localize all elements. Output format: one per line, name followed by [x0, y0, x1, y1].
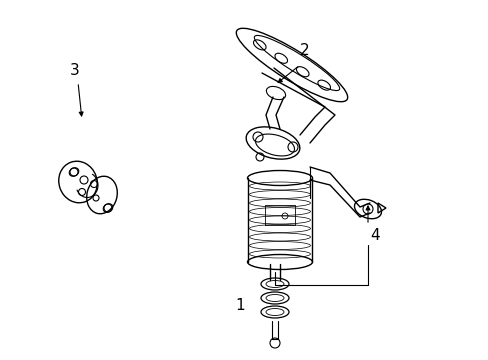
Text: 1: 1	[235, 297, 244, 312]
Text: 3: 3	[70, 63, 80, 77]
Text: 2: 2	[300, 42, 309, 58]
Text: 4: 4	[369, 228, 379, 243]
